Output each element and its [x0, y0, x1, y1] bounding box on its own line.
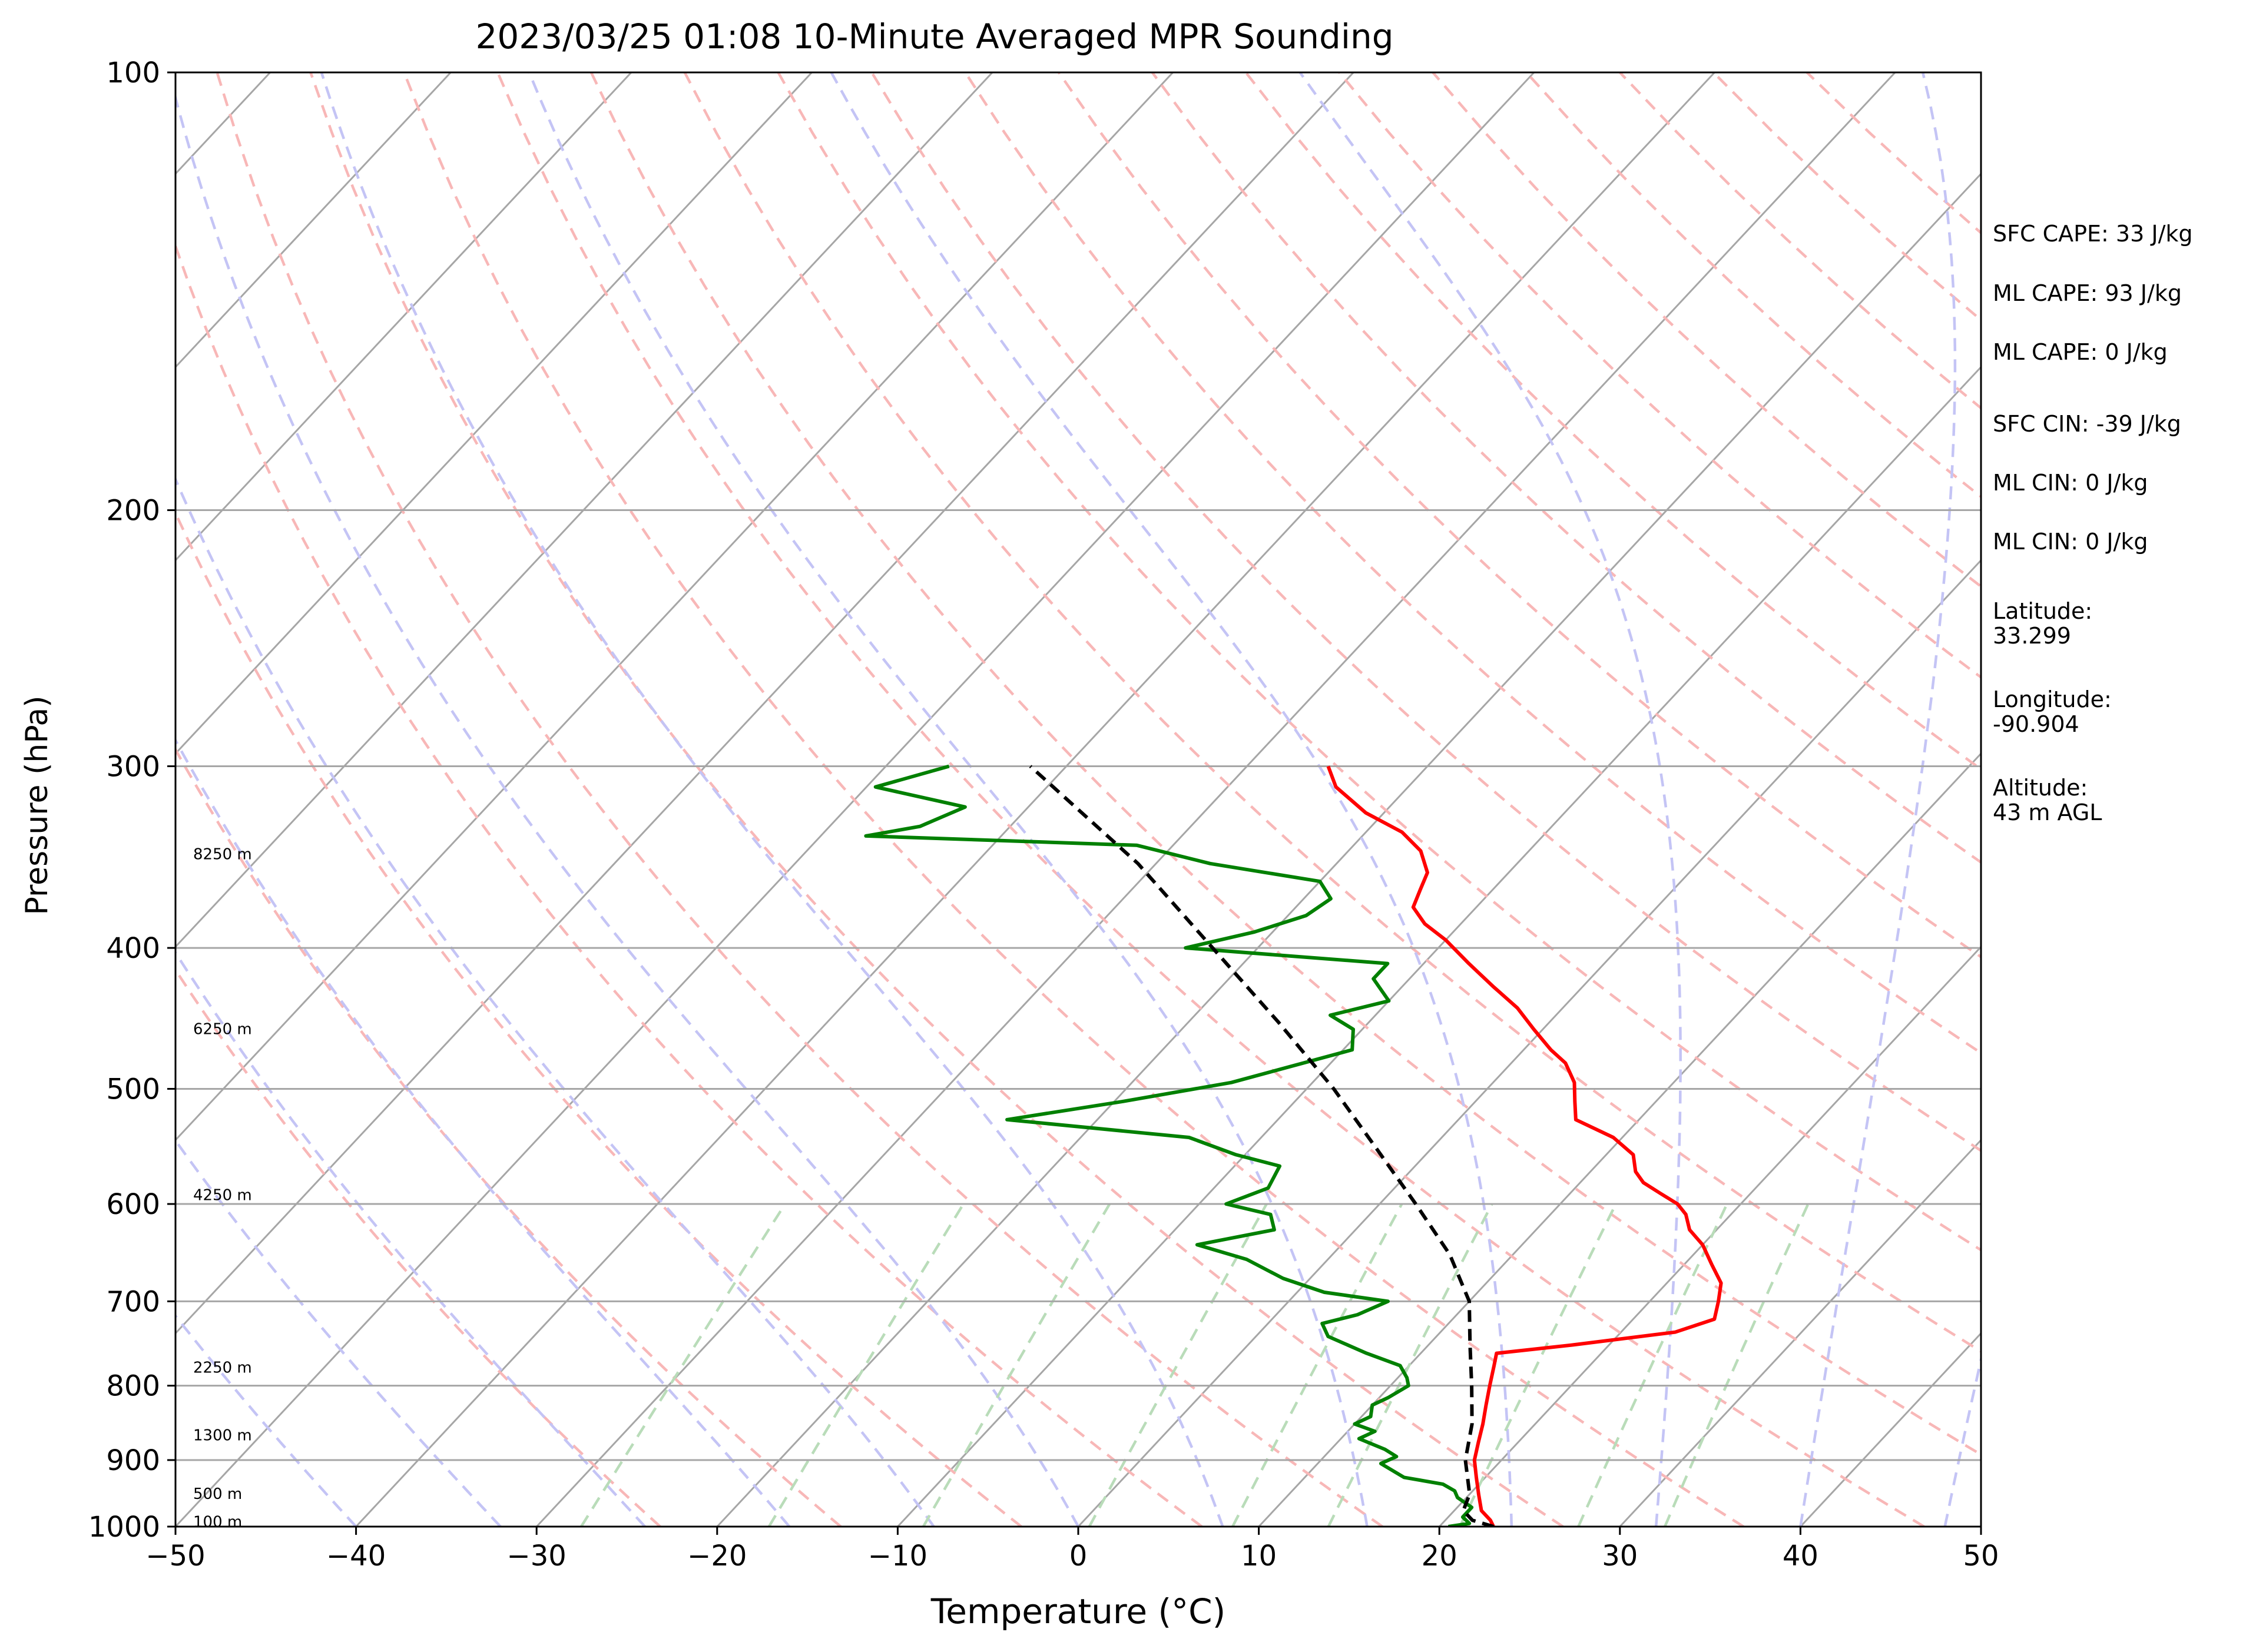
isobar-gridlines [175, 71, 1981, 1528]
y-tick-label: 1000 [88, 1511, 160, 1544]
height-label: 8250 m [193, 845, 252, 863]
mixing-ratio-line [922, 1203, 1111, 1527]
mixing-ratio-line [1459, 1203, 1617, 1527]
y-tick-label: 900 [106, 1444, 160, 1477]
y-tick-label: 600 [106, 1188, 160, 1221]
parcel-trace [1029, 765, 1495, 1527]
mixing-ratio-line [1231, 1203, 1403, 1527]
moist-adiabat-line [830, 72, 1513, 1527]
y-tick-label: 200 [106, 495, 160, 528]
stat-annotation: SFC CIN: -39 J/kg [1993, 411, 2181, 437]
dry-adiabat-line [175, 242, 1203, 1527]
x-tick-label: −30 [507, 1540, 567, 1573]
stat-annotation: ML CIN: 0 J/kg [1993, 529, 2148, 555]
x-tick-label: 10 [1241, 1540, 1277, 1573]
stat-annotation: Longitude: -90.904 [1993, 686, 2112, 737]
x-tick-label: 20 [1422, 1540, 1457, 1573]
x-tick-label: 0 [1069, 1540, 1088, 1573]
height-label: 500 m [193, 1485, 242, 1503]
height-label: 1300 m [193, 1427, 252, 1445]
dry-adiabat-line [870, 72, 1981, 1153]
dry-adiabat-line [1058, 72, 1981, 959]
dry-adiabat-line [216, 72, 1383, 1527]
x-tick-label: −10 [868, 1540, 927, 1573]
y-axis-label: Pressure (hPa) [19, 696, 55, 915]
background-lines [175, 72, 1981, 1527]
isotherm-line [1439, 946, 1981, 1527]
moist-adiabat-line [1799, 72, 1957, 1527]
dry-adiabat-line [309, 72, 1564, 1527]
stat-annotation: ML CIN: 0 J/kg [1993, 470, 2148, 496]
moist-adiabat-line [175, 737, 791, 1527]
dry-adiabat-line [1338, 72, 1981, 679]
moist-adiabat-line [528, 72, 1369, 1527]
temperature-trace [1326, 765, 1723, 1527]
x-tick-label: −40 [326, 1540, 386, 1573]
sounding-traces [864, 764, 1723, 1527]
mixing-ratio-line [1664, 1203, 1810, 1527]
stat-annotation: ML CAPE: 0 J/kg [1993, 339, 2168, 365]
isotherm-line [355, 72, 1715, 1527]
x-tick-label: −20 [687, 1540, 747, 1573]
y-tick-label: 700 [106, 1285, 160, 1318]
height-label: 4250 m [193, 1187, 252, 1205]
stat-annotation: SFC CAPE: 33 J/kg [1993, 221, 2193, 247]
stats-annotations: SFC CAPE: 33 J/kg ML CAPE: 93 J/kg ML CAPE… [1993, 221, 2193, 825]
y-tick-label: 500 [106, 1073, 160, 1106]
dewpoint-trace [864, 764, 1474, 1527]
plot-frame [174, 71, 1982, 1528]
dry-adiabat-line [777, 72, 1981, 1252]
mixing-ratio-line [1088, 1203, 1268, 1527]
moist-adiabat-line [175, 92, 1079, 1527]
isotherm-line [175, 72, 813, 755]
isotherm-line [175, 72, 993, 948]
x-tick-label: 50 [1963, 1540, 1999, 1573]
isotherm-line [536, 72, 1896, 1527]
y-tick-label: 300 [106, 750, 160, 783]
chart-title: 2023/03/25 01:08 10-Minute Averaged MPR … [475, 16, 1393, 57]
dry-adiabat-line [589, 72, 1981, 1457]
stat-annotation: Altitude: 43 m AGL [1993, 775, 2102, 825]
mixing-ratio-line [579, 1203, 787, 1527]
y-tick-label: 400 [106, 932, 160, 965]
moist-adiabat-line [175, 476, 935, 1527]
moist-adiabat-line [175, 1138, 502, 1527]
dry-adiabat-line [1151, 72, 1981, 864]
height-label: 2250 m [193, 1359, 252, 1377]
isotherm-line [716, 172, 1981, 1527]
stat-annotation: Latitude: 33.299 [1993, 598, 2092, 649]
moist-adiabat-line [175, 950, 646, 1527]
moist-adiabat-line [320, 72, 1224, 1527]
moist-adiabat-line [175, 1313, 357, 1527]
stat-annotation: ML CAPE: 93 J/kg [1993, 280, 2182, 306]
y-axis: 100 200 300 400 500 600 700 800 900 1000 [88, 57, 175, 1544]
mixing-ratio-line [767, 1203, 965, 1527]
dry-adiabat-line [175, 967, 661, 1527]
y-tick-label: 100 [106, 57, 160, 89]
x-tick-label: 40 [1783, 1540, 1818, 1573]
dry-adiabat-line [175, 510, 1022, 1527]
x-tick-label: 30 [1602, 1540, 1638, 1573]
height-labels: 8250 m 6250 m 4250 m 2250 m 1300 m 500 m 100 m [193, 845, 252, 1531]
x-axis-label: Temperature (°C) [930, 1591, 1226, 1631]
dry-adiabat-line [175, 747, 842, 1527]
x-tick-label: −50 [145, 1540, 205, 1573]
y-tick-label: 800 [106, 1370, 160, 1403]
height-label: 100 m [193, 1513, 242, 1531]
isotherm-line [897, 366, 1981, 1527]
isotherm-line [175, 72, 452, 369]
isotherm-line [175, 72, 1174, 1142]
height-label: 6250 m [193, 1020, 252, 1038]
isotherm-line [175, 72, 1354, 1335]
isotherm-line [175, 72, 632, 562]
isotherm-line [1619, 1139, 1981, 1527]
dry-adiabat-line [496, 72, 1925, 1527]
moist-adiabat-line [1298, 72, 1682, 1527]
isotherm-line [1258, 752, 1981, 1527]
x-axis: −50 −40 −30 −20 −10 0 10 20 30 40 50 [145, 1527, 1999, 1573]
